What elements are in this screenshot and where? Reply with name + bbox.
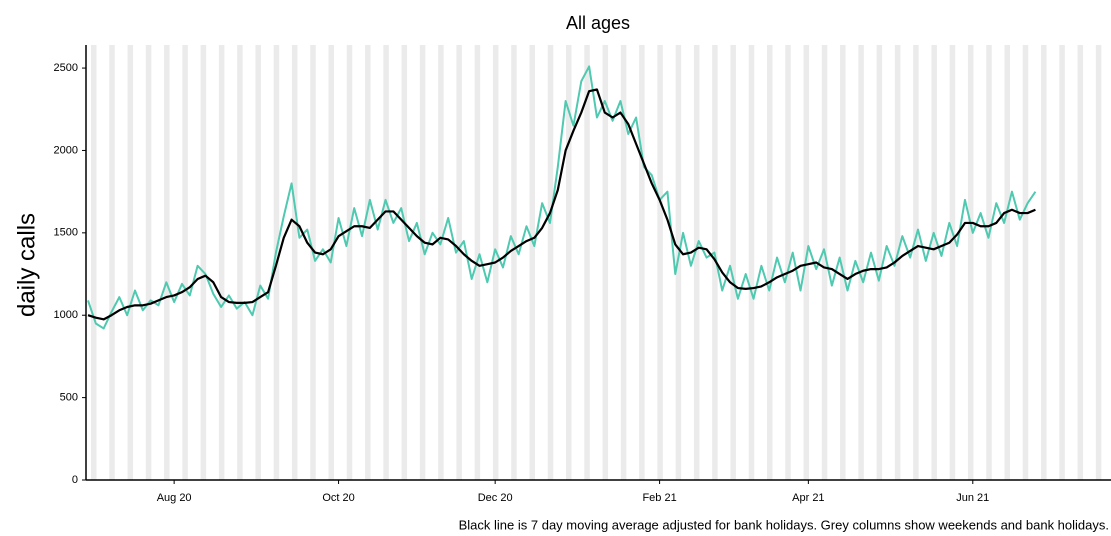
y-tick-label: 1500	[54, 227, 78, 239]
series-line	[87, 65, 1037, 330]
weekend-column	[913, 45, 919, 480]
x-tick-label: Jun 21	[956, 492, 989, 504]
x-tick-label: Aug 20	[157, 492, 192, 504]
weekend-column	[1059, 45, 1065, 480]
weekend-column	[145, 45, 152, 480]
weekend-column	[346, 45, 353, 480]
weekend-column	[1095, 45, 1102, 480]
weekend-column	[748, 45, 755, 480]
weekend-column	[182, 45, 188, 480]
weekend-column	[127, 45, 134, 480]
weekend-column	[383, 45, 389, 480]
weekend-column	[894, 45, 901, 480]
weekend-column	[109, 45, 115, 480]
weekend-column	[255, 45, 261, 480]
weekend-column	[566, 45, 572, 480]
weekend-column	[876, 45, 883, 480]
weekend-column	[438, 45, 444, 480]
weekend-column	[200, 45, 207, 480]
weekend-columns	[91, 45, 1102, 480]
weekend-column	[1041, 45, 1047, 480]
weekend-column	[986, 45, 992, 480]
weekend-column	[949, 45, 956, 480]
weekend-column	[401, 45, 408, 480]
weekend-column	[858, 45, 864, 480]
weekend-column	[967, 45, 974, 480]
weekend-column	[91, 45, 97, 480]
weekend-column	[456, 45, 462, 480]
weekend-column	[1004, 45, 1010, 480]
weekend-column	[931, 45, 937, 480]
weekend-column	[1077, 45, 1084, 480]
weekend-column	[730, 45, 736, 480]
weekend-column	[1022, 45, 1029, 480]
weekend-column	[584, 45, 590, 480]
caption: Black line is 7 day moving average adjus…	[459, 517, 1109, 532]
x-tick-label: Oct 20	[322, 492, 354, 504]
weekend-column	[840, 45, 846, 480]
weekend-column	[511, 45, 517, 480]
weekend-column	[547, 45, 554, 480]
weekend-column	[237, 45, 243, 480]
x-tick-label: Dec 20	[478, 492, 513, 504]
weekend-column	[365, 45, 371, 480]
y-axis-label: daily calls	[13, 213, 40, 317]
weekend-column	[785, 45, 791, 480]
weekend-column	[657, 45, 663, 480]
weekend-column	[602, 45, 609, 480]
weekend-column	[291, 45, 298, 480]
weekend-column	[310, 45, 316, 480]
weekend-column	[164, 45, 170, 480]
weekend-column	[620, 45, 627, 480]
weekend-column	[821, 45, 828, 480]
weekend-column	[639, 45, 645, 480]
chart-title: All ages	[566, 13, 630, 33]
series-line	[87, 88, 1036, 321]
weekend-column	[218, 45, 225, 480]
y-tick-label: 2000	[54, 144, 78, 156]
weekend-column	[712, 45, 718, 480]
weekend-column	[529, 45, 535, 480]
weekend-column	[766, 45, 773, 480]
y-tick-label: 1000	[54, 309, 78, 321]
y-tick-label: 0	[72, 474, 78, 486]
y-tick-label: 500	[60, 392, 78, 404]
weekend-column	[419, 45, 426, 480]
x-tick-label: Feb 21	[642, 492, 676, 504]
x-tick-label: Apr 21	[792, 492, 824, 504]
weekend-column	[693, 45, 700, 480]
y-tick-label: 2500	[54, 62, 78, 74]
